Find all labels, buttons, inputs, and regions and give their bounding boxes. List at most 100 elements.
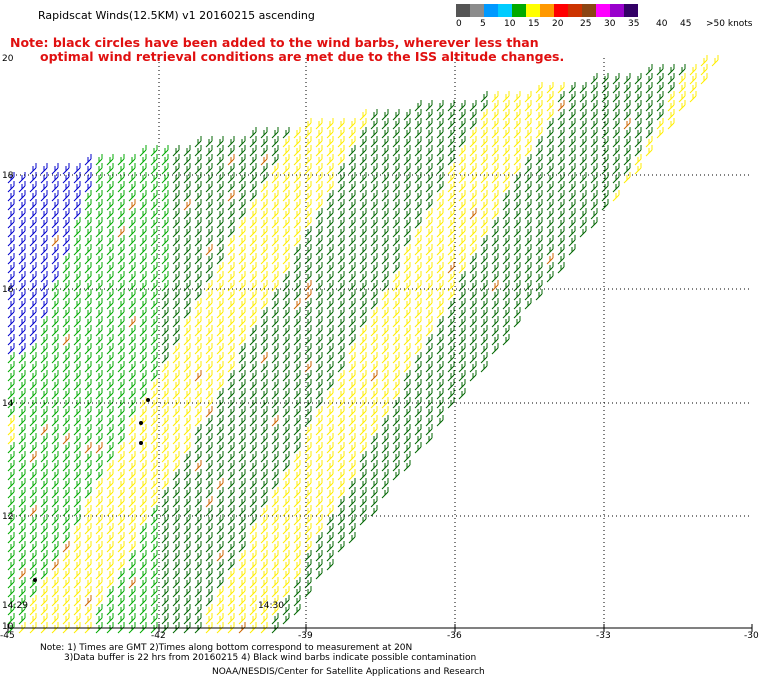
wind-barb <box>634 73 642 85</box>
wind-barb <box>524 271 532 283</box>
wind-barb <box>216 532 224 544</box>
wind-barb <box>18 406 26 418</box>
wind-barb <box>359 226 367 238</box>
wind-barb <box>40 190 48 202</box>
wind-barb <box>227 496 235 508</box>
wind-barb <box>150 532 158 544</box>
wind-barb <box>348 415 356 427</box>
wind-barb <box>7 505 15 517</box>
wind-barb <box>7 523 15 535</box>
wind-barb <box>106 343 114 355</box>
wind-barb <box>84 181 92 193</box>
wind-barb <box>117 199 125 211</box>
wind-barb <box>227 379 235 391</box>
wind-barb <box>161 307 169 319</box>
contamination-circle <box>139 421 143 425</box>
wind-barb <box>183 334 191 346</box>
wind-barb <box>205 361 213 373</box>
wind-barb <box>260 271 268 283</box>
wind-barb <box>62 316 70 328</box>
wind-barb <box>95 586 103 598</box>
wind-barb <box>458 127 466 139</box>
wind-barb <box>282 190 290 202</box>
wind-barb <box>381 361 389 373</box>
wind-barb <box>216 217 224 229</box>
wind-barb <box>381 190 389 202</box>
wind-barb <box>348 406 356 418</box>
wind-barb <box>535 109 543 121</box>
wind-barb <box>337 334 345 346</box>
wind-barb <box>315 271 323 283</box>
wind-barb <box>238 496 246 508</box>
wind-barb <box>84 307 92 319</box>
wind-barb <box>183 595 191 607</box>
wind-barb <box>73 280 81 292</box>
wind-barb <box>227 550 235 562</box>
wind-barb <box>348 334 356 346</box>
wind-barb <box>249 235 257 247</box>
wind-barb <box>18 532 26 544</box>
wind-barb <box>315 217 323 229</box>
wind-barb <box>403 433 411 445</box>
wind-barb <box>425 316 433 328</box>
wind-barb <box>370 154 378 166</box>
wind-barb <box>62 199 70 211</box>
wind-barb <box>139 523 147 535</box>
wind-barb <box>524 154 532 166</box>
wind-barb <box>106 307 114 319</box>
wind-barb <box>249 586 257 598</box>
wind-barb <box>282 532 290 544</box>
wind-barb <box>656 73 664 85</box>
wind-barb <box>139 181 147 193</box>
wind-barb <box>106 613 114 625</box>
wind-barb <box>348 163 356 175</box>
wind-barb <box>62 217 70 229</box>
wind-barb <box>84 442 92 454</box>
wind-barb <box>535 217 543 229</box>
wind-barb <box>161 406 169 418</box>
wind-barb <box>634 91 642 103</box>
wind-barb <box>425 361 433 373</box>
wind-barb <box>139 154 147 166</box>
wind-barb <box>315 253 323 265</box>
wind-barb <box>205 523 213 535</box>
wind-barb <box>73 595 81 607</box>
wind-barb <box>128 505 136 517</box>
wind-barb <box>161 235 169 247</box>
wind-barb <box>359 190 367 202</box>
wind-barb <box>40 559 48 571</box>
wind-barb <box>282 352 290 364</box>
wind-barb <box>84 199 92 211</box>
wind-barb <box>447 226 455 238</box>
wind-barb <box>216 145 224 157</box>
wind-barb <box>51 208 59 220</box>
wind-barb <box>271 235 279 247</box>
wind-barb <box>425 181 433 193</box>
wind-barb <box>590 91 598 103</box>
wind-barb <box>62 550 70 562</box>
wind-barb <box>315 514 323 526</box>
wind-barb <box>403 352 411 364</box>
wind-barb <box>513 100 521 112</box>
wind-barb <box>40 550 48 562</box>
wind-barb <box>502 307 510 319</box>
wind-barb <box>381 433 389 445</box>
wind-barb <box>491 271 499 283</box>
legend-swatch <box>498 4 512 17</box>
wind-barb <box>337 469 345 481</box>
wind-barb <box>425 334 433 346</box>
wind-barb <box>62 451 70 463</box>
wind-barb <box>403 253 411 265</box>
wind-barb <box>227 271 235 283</box>
wind-barb <box>40 469 48 481</box>
wind-barb <box>579 127 587 139</box>
wind-barb <box>315 352 323 364</box>
wind-barb <box>161 145 169 157</box>
wind-barb <box>315 298 323 310</box>
wind-barb <box>128 433 136 445</box>
wind-barb <box>73 478 81 490</box>
wind-barb <box>315 451 323 463</box>
wind-barb <box>557 262 565 274</box>
wind-barb <box>73 442 81 454</box>
wind-barb <box>491 127 499 139</box>
